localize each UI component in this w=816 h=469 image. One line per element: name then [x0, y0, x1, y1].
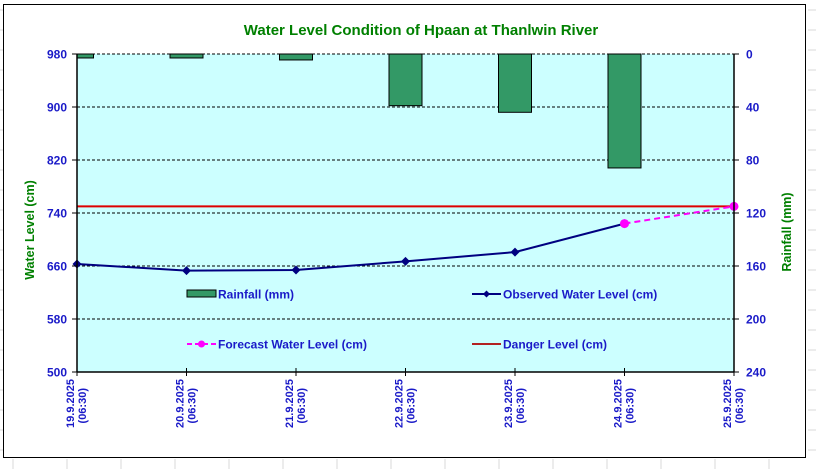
y-tick-label: 740: [47, 207, 67, 221]
rainfall-bar: [388, 53, 423, 107]
y-tick-label: 900: [47, 101, 67, 115]
legend-label: Rainfall (mm): [218, 288, 294, 302]
x-tick-label: 19.9.2025 (06:30): [65, 379, 89, 428]
x-tick-label: 23.9.2025 (06:30): [503, 379, 527, 428]
x-tick-date: 22.9.2025: [394, 379, 406, 428]
legend: Rainfall (mm) Observed Water Level (cm) Fo…: [186, 288, 657, 352]
x-tick-date: 24.9.2025: [613, 379, 625, 428]
y2-tick-label: 160: [746, 260, 766, 274]
rainfall-bar: [498, 53, 532, 113]
y2-tick-label: 40: [746, 101, 760, 115]
forecast-water-level-line: [624, 205, 735, 225]
y2-axis-title: Rainfall (mm): [780, 192, 794, 271]
x-tick-time: (06:30): [406, 388, 418, 424]
y2-tick-label: 0: [746, 48, 753, 62]
legend-label: Observed Water Level (cm): [503, 288, 657, 302]
x-tick-date: 23.9.2025: [503, 379, 515, 428]
observed-point-marker: [291, 265, 301, 275]
observed-water-level-line: [76, 222, 625, 272]
observed-point-marker: [401, 256, 410, 266]
legend-observed-marker: [483, 290, 490, 298]
x-tick-label: 20.9.2025 (06:30): [175, 379, 199, 428]
x-tick-time: (06:30): [296, 388, 308, 424]
x-tick-label: 24.9.2025 (06:30): [613, 379, 637, 428]
rainfall-bar: [607, 53, 642, 169]
x-tick-label: 25.9.2025 (06:30): [722, 379, 746, 428]
y-tick-label: 660: [47, 260, 67, 274]
forecast-point-marker: [620, 219, 629, 229]
x-tick-label: 21.9.2025 (06:30): [284, 379, 308, 428]
observed-point-marker: [510, 247, 520, 257]
y2-tick-label: 120: [746, 207, 766, 221]
x-tick-date: 19.9.2025: [65, 379, 77, 428]
legend-label: Forecast Water Level (cm): [218, 338, 367, 352]
legend-item-rainfall: Rainfall (mm): [186, 288, 294, 302]
y2-tick-label: 80: [746, 154, 760, 168]
y-tick-label: 580: [47, 313, 67, 327]
x-tick-date: 21.9.2025: [284, 379, 296, 428]
rainfall-bar: [169, 53, 204, 59]
x-tick-time: (06:30): [625, 388, 637, 424]
rainfall-bar: [279, 53, 313, 61]
legend-forecast-marker: [198, 340, 205, 348]
x-tick-date: 25.9.2025: [722, 379, 734, 428]
rainfall-bar: [76, 53, 94, 59]
legend-item-danger: Danger Level (cm): [472, 338, 607, 352]
observed-point-marker: [182, 266, 191, 276]
legend-item-forecast: Forecast Water Level (cm): [187, 338, 367, 352]
y2-tick-label: 200: [746, 313, 766, 327]
legend-item-observed: Observed Water Level (cm): [472, 288, 657, 302]
y-axis-title: Water Level (cm): [23, 180, 37, 280]
y-tick-label: 820: [47, 154, 67, 168]
y-tick-label: 980: [47, 48, 67, 62]
legend-rainfall-swatch: [186, 289, 217, 298]
x-tick-label: 22.9.2025 (06:30): [394, 379, 418, 428]
x-tick-time: (06:30): [515, 388, 527, 424]
x-tick-time: (06:30): [187, 388, 199, 424]
y-tick-label: 500: [47, 366, 67, 380]
x-tick-time: (06:30): [77, 388, 89, 424]
chart-title: Water Level Condition of Hpaan at Thanlw…: [244, 22, 599, 39]
x-tick-time: (06:30): [734, 388, 746, 424]
y2-tick-label: 240: [746, 366, 766, 380]
x-tick-date: 20.9.2025: [175, 379, 187, 428]
legend-label: Danger Level (cm): [503, 338, 607, 352]
